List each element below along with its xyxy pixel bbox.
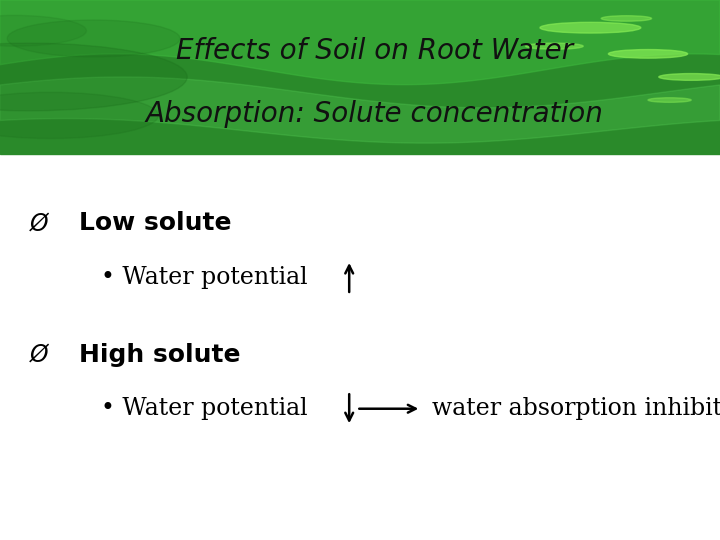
Circle shape [0, 43, 187, 111]
Ellipse shape [601, 16, 652, 21]
Text: Low solute: Low solute [79, 211, 232, 235]
Text: • Water potential: • Water potential [101, 397, 315, 420]
Ellipse shape [526, 43, 583, 49]
Text: • Water potential: • Water potential [101, 266, 315, 289]
Ellipse shape [648, 98, 691, 103]
Circle shape [0, 92, 158, 138]
Ellipse shape [608, 50, 688, 58]
Ellipse shape [659, 73, 720, 80]
Circle shape [7, 20, 180, 57]
Text: Absorption: Solute concentration: Absorption: Solute concentration [145, 100, 603, 128]
Text: Effects of Soil on Root Water: Effects of Soil on Root Water [176, 37, 573, 65]
Ellipse shape [540, 22, 641, 33]
Text: High solute: High solute [79, 343, 240, 367]
Circle shape [0, 15, 86, 46]
Text: Ø: Ø [30, 211, 49, 235]
Text: water absorption inhibited: water absorption inhibited [432, 397, 720, 420]
Text: Ø: Ø [30, 343, 49, 367]
